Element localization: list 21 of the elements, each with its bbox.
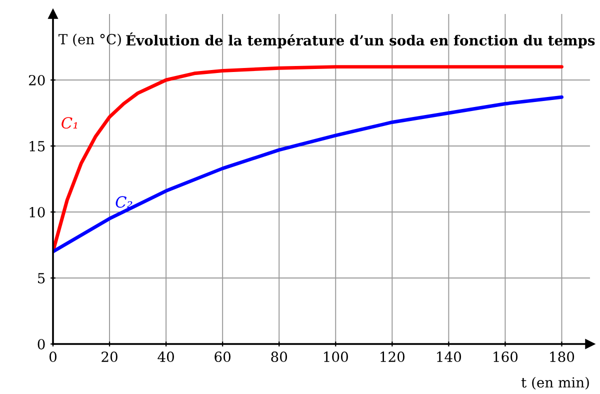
line-series — [53, 95, 564, 254]
x-tick-label: 140 — [437, 352, 462, 362]
x-tick-label: 60 — [214, 352, 230, 362]
x-tick-label: 80 — [271, 352, 288, 362]
x-tick-label: 0 — [49, 352, 56, 362]
x-axis-title: t (en min) — [521, 376, 589, 390]
series-label: C₂ — [116, 196, 132, 208]
x-tick-label: 20 — [102, 352, 118, 362]
x-tick-label: 180 — [550, 352, 574, 362]
x-tick-label: 100 — [324, 352, 348, 362]
y-tick-label: 20 — [28, 74, 45, 86]
series-label: C₁ — [62, 117, 78, 129]
x-tick-label: 160 — [494, 352, 518, 362]
y-tick-label: 0 — [38, 338, 45, 350]
text: Évolution de la température d’un soda en fonction du temps — [126, 32, 595, 48]
y-tick-label: 15 — [30, 140, 45, 152]
y-tick-label: 10 — [30, 206, 45, 218]
y-axis-title: T (en °C) — [58, 34, 121, 46]
y-tick-label: 5 — [38, 273, 45, 284]
x-tick-label: 120 — [380, 352, 404, 362]
x-tick-label: 40 — [158, 352, 174, 362]
